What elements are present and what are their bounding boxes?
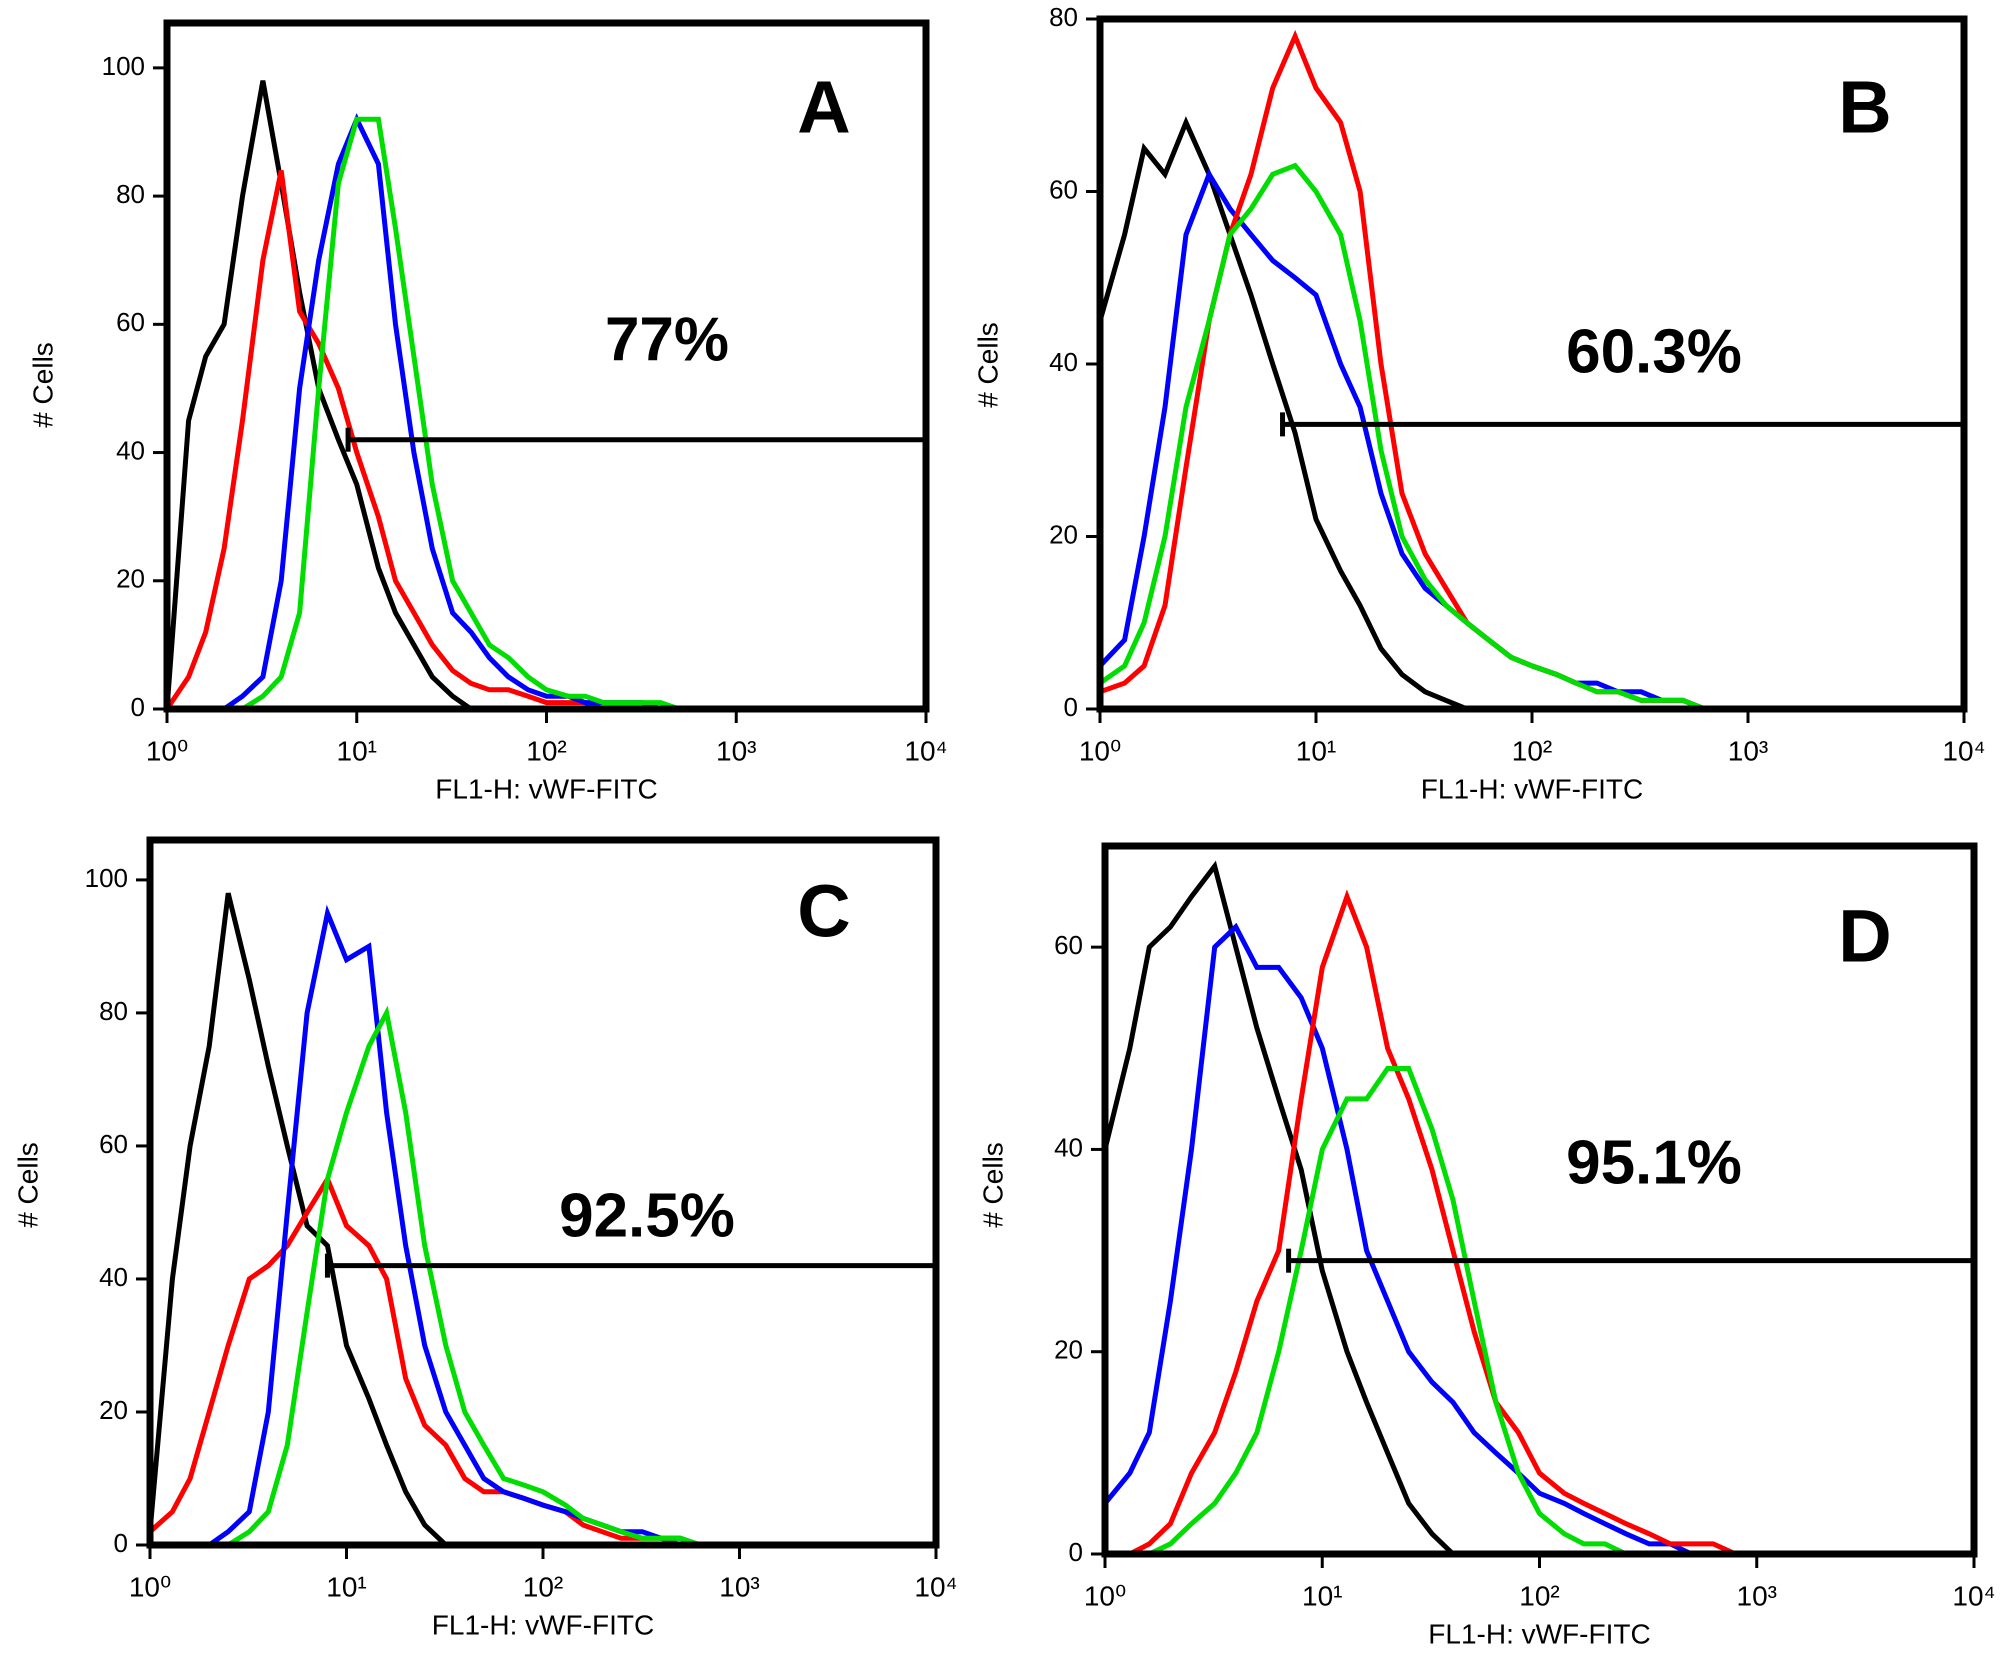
histogram-line (1099, 29, 1964, 712)
plot-frame (1096, 15, 1968, 713)
gate-percent: 77% (605, 305, 729, 374)
y-tick-label: 0 (1069, 1537, 1083, 1567)
histogram-line (147, 892, 936, 1548)
y-tick-label: 60 (1049, 174, 1078, 204)
y-axis-label: # Cells (972, 322, 1003, 408)
histogram-line (1105, 1066, 1974, 1557)
x-tick-label: 10¹ (1302, 1580, 1342, 1611)
x-tick-label: 10² (1512, 735, 1552, 766)
x-tick-label: 10⁰ (1079, 735, 1121, 766)
histogram-line (1103, 922, 1974, 1557)
x-tick-label: 10⁴ (904, 735, 947, 766)
x-tick-label: 10⁰ (129, 1571, 171, 1602)
x-tick-label: 10² (1519, 1580, 1559, 1611)
y-tick-label: 40 (99, 1262, 128, 1292)
histogram-line (167, 113, 926, 712)
x-tick-label: 10⁰ (1084, 1580, 1126, 1611)
y-tick-label: 80 (1049, 2, 1078, 32)
y-tick-label: 0 (131, 692, 145, 722)
y-axis-label: # Cells (977, 1142, 1008, 1228)
x-axis-label: FL1-H: vWF-FITC (435, 773, 657, 804)
panel-label: B (1838, 66, 1891, 149)
histogram-line (167, 116, 926, 712)
y-tick-label: 0 (114, 1528, 128, 1558)
y-tick-label: 40 (116, 435, 145, 465)
gate-percent: 95.1% (1566, 1128, 1742, 1197)
gate-percent: 60.3% (1566, 317, 1742, 386)
panel-label: D (1838, 895, 1891, 978)
x-tick-label: 10² (523, 1571, 563, 1602)
panel-label: A (797, 66, 850, 149)
x-tick-label: 10³ (719, 1571, 759, 1602)
x-tick-label: 10⁴ (914, 1571, 957, 1602)
y-tick-label: 20 (1049, 519, 1078, 549)
x-tick-label: 10¹ (326, 1571, 366, 1602)
x-tick-label: 10⁴ (1942, 735, 1985, 766)
y-tick-label: 20 (116, 564, 145, 594)
histogram-line (150, 1005, 936, 1548)
y-tick-label: 40 (1049, 347, 1078, 377)
y-axis-label: # Cells (12, 1142, 43, 1228)
x-tick-label: 10¹ (337, 735, 377, 766)
x-tick-label: 10³ (1737, 1580, 1777, 1611)
plot-frame (146, 836, 940, 1549)
y-tick-label: 20 (1054, 1335, 1083, 1365)
y-tick-label: 60 (116, 307, 145, 337)
x-tick-label: 10⁴ (1952, 1580, 1995, 1611)
plot-frame (1101, 842, 1978, 1558)
y-tick-label: 20 (99, 1395, 128, 1425)
y-tick-label: 60 (1054, 930, 1083, 960)
x-tick-label: 10¹ (1296, 735, 1336, 766)
panel-label: C (797, 870, 850, 953)
x-axis-label: FL1-H: vWF-FITC (432, 1609, 654, 1640)
plot-frame (163, 19, 930, 713)
x-axis-label: FL1-H: vWF-FITC (1421, 773, 1643, 804)
y-tick-label: 80 (99, 996, 128, 1026)
x-tick-label: 10³ (1728, 735, 1768, 766)
y-tick-label: 100 (102, 51, 145, 81)
x-tick-label: 10³ (716, 735, 756, 766)
histogram-line (150, 904, 936, 1548)
y-tick-label: 40 (1054, 1132, 1083, 1162)
histogram-line (1105, 889, 1974, 1557)
y-tick-label: 0 (1064, 692, 1078, 722)
y-tick-label: 60 (99, 1129, 128, 1159)
y-tick-label: 80 (116, 179, 145, 209)
histogram-line (1098, 162, 1964, 712)
y-tick-label: 100 (85, 863, 128, 893)
gate-percent: 92.5% (559, 1181, 735, 1250)
x-axis-label: FL1-H: vWF-FITC (1428, 1618, 1650, 1649)
x-tick-label: 10² (526, 735, 566, 766)
x-tick-label: 10⁰ (146, 735, 188, 766)
histogram-line (1098, 168, 1964, 712)
y-axis-label: # Cells (27, 342, 58, 428)
